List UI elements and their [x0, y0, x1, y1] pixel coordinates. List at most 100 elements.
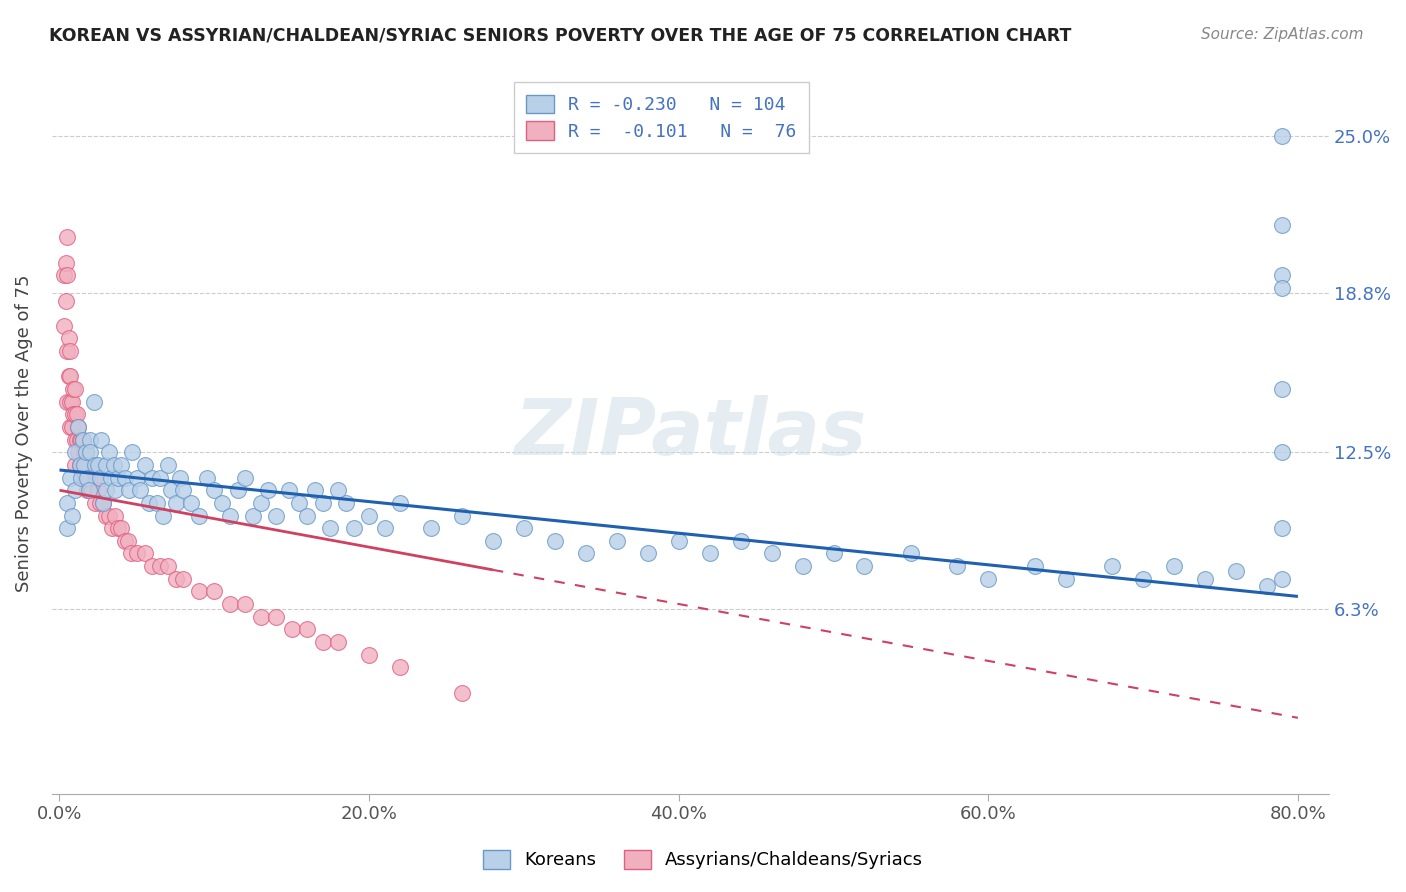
Point: [699, 546, 721, 560]
Point: [63, 458, 86, 472]
Point: [114, 470, 136, 484]
Point: [900, 546, 922, 560]
Point: [1271, 129, 1294, 144]
Point: [1163, 559, 1185, 574]
Point: [668, 533, 690, 548]
Point: [288, 496, 311, 510]
Point: [89, 496, 111, 510]
Point: [187, 508, 209, 523]
Point: [56, 230, 79, 244]
Point: [89, 470, 111, 484]
Point: [56, 344, 79, 359]
Point: [202, 483, 225, 498]
Point: [1225, 564, 1247, 578]
Point: [575, 546, 598, 560]
Point: [72, 433, 94, 447]
Point: [70, 470, 93, 484]
Point: [72, 458, 94, 472]
Point: [146, 496, 169, 510]
Point: [77, 458, 100, 472]
Point: [311, 635, 333, 649]
Point: [69, 458, 91, 472]
Point: [295, 508, 318, 523]
Point: [544, 533, 567, 548]
Point: [823, 546, 845, 560]
Point: [156, 458, 179, 472]
Point: [101, 521, 124, 535]
Point: [311, 496, 333, 510]
Point: [56, 394, 79, 409]
Point: [69, 433, 91, 447]
Point: [853, 559, 876, 574]
Point: [59, 394, 82, 409]
Point: [104, 483, 127, 498]
Point: [1271, 281, 1294, 295]
Point: [94, 483, 117, 498]
Point: [451, 685, 474, 699]
Point: [62, 408, 84, 422]
Point: [63, 433, 86, 447]
Point: [172, 572, 194, 586]
Text: KOREAN VS ASSYRIAN/CHALDEAN/SYRIAC SENIORS POVERTY OVER THE AGE OF 75 CORRELATIO: KOREAN VS ASSYRIAN/CHALDEAN/SYRIAC SENIO…: [49, 27, 1071, 45]
Point: [63, 483, 86, 498]
Point: [160, 483, 183, 498]
Point: [94, 458, 117, 472]
Point: [110, 521, 132, 535]
Point: [295, 622, 318, 636]
Point: [138, 496, 160, 510]
Point: [125, 470, 148, 484]
Point: [120, 546, 142, 560]
Point: [946, 559, 969, 574]
Point: [169, 470, 191, 484]
Point: [319, 521, 342, 535]
Point: [1271, 218, 1294, 232]
Point: [125, 546, 148, 560]
Point: [91, 496, 114, 510]
Point: [70, 433, 93, 447]
Point: [75, 445, 97, 459]
Point: [1024, 559, 1046, 574]
Point: [1101, 559, 1123, 574]
Point: [103, 458, 125, 472]
Point: [73, 470, 96, 484]
Point: [606, 533, 628, 548]
Point: [53, 268, 76, 283]
Point: [104, 508, 127, 523]
Point: [60, 420, 83, 434]
Point: [107, 470, 129, 484]
Point: [63, 408, 86, 422]
Point: [187, 584, 209, 599]
Point: [389, 496, 412, 510]
Point: [59, 344, 82, 359]
Point: [75, 470, 97, 484]
Point: [110, 458, 132, 472]
Point: [264, 508, 287, 523]
Point: [65, 433, 87, 447]
Point: [513, 521, 536, 535]
Point: [91, 496, 114, 510]
Point: [242, 508, 264, 523]
Point: [79, 445, 101, 459]
Point: [482, 533, 505, 548]
Point: [73, 458, 96, 472]
Point: [172, 483, 194, 498]
Point: [389, 660, 412, 674]
Point: [121, 445, 143, 459]
Point: [87, 458, 110, 472]
Point: [94, 508, 117, 523]
Legend: R = -0.230   N = 104, R =  -0.101   N =  76: R = -0.230 N = 104, R = -0.101 N = 76: [513, 82, 808, 153]
Y-axis label: Seniors Poverty Over the Age of 75: Seniors Poverty Over the Age of 75: [15, 275, 32, 592]
Point: [761, 546, 783, 560]
Point: [977, 572, 1000, 586]
Point: [233, 470, 256, 484]
Point: [1194, 572, 1216, 586]
Point: [134, 546, 156, 560]
Point: [359, 648, 381, 662]
Point: [59, 470, 82, 484]
Point: [67, 445, 90, 459]
Point: [65, 408, 87, 422]
Point: [730, 533, 752, 548]
Point: [249, 609, 271, 624]
Point: [1054, 572, 1077, 586]
Point: [59, 420, 82, 434]
